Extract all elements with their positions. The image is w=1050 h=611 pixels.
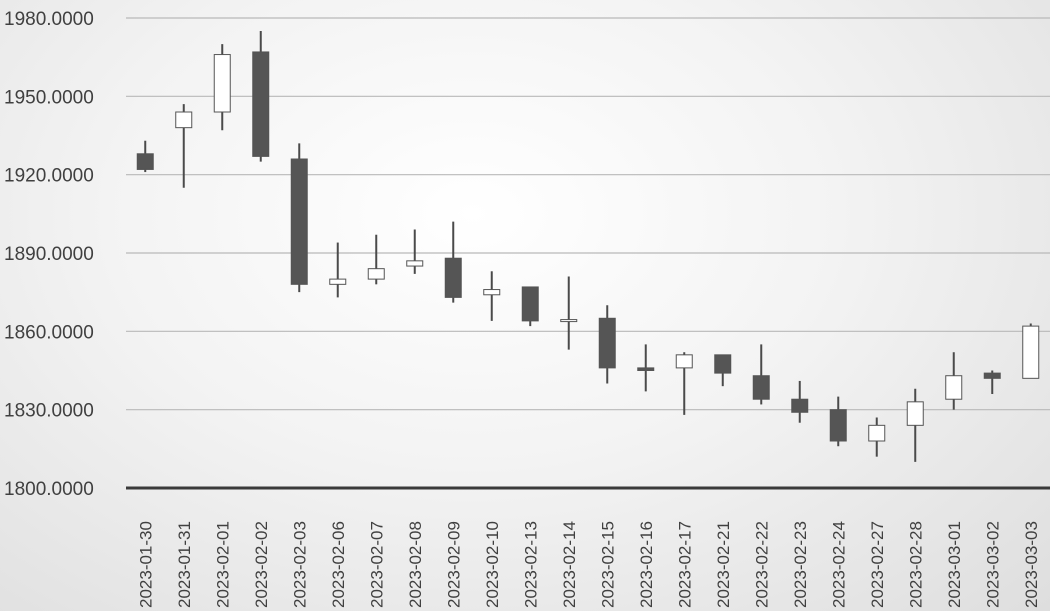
x-tick-label: 2023-02-17 [675, 521, 694, 608]
candle [675, 352, 693, 415]
candle [521, 286, 539, 327]
candle [598, 305, 616, 384]
y-tick-label: 1800.0000 [4, 479, 94, 500]
candle [252, 31, 270, 162]
x-tick-label: 2023-02-24 [829, 521, 848, 608]
candle-body [906, 401, 924, 426]
x-tick-label: 2023-02-09 [444, 521, 463, 608]
candle-body [175, 111, 193, 129]
candle [175, 104, 193, 188]
candle [290, 143, 308, 293]
candle-body [252, 51, 270, 157]
candle [868, 417, 886, 457]
candle-body [791, 398, 809, 413]
candles [136, 31, 1040, 462]
x-tick-label: 2023-02-27 [868, 521, 887, 608]
x-tick-label: 2023-02-14 [560, 521, 579, 608]
candle [367, 234, 385, 285]
x-tick-label: 2023-03-02 [983, 521, 1002, 608]
x-tick-label: 2023-02-28 [906, 521, 925, 608]
candle-body [483, 289, 501, 296]
candle-body [868, 424, 886, 442]
candle [714, 354, 732, 387]
x-tick-label: 2023-02-15 [598, 521, 617, 608]
candle [329, 242, 347, 298]
x-tick-label: 2023-02-23 [791, 521, 810, 608]
candle [406, 229, 424, 274]
candle [483, 271, 501, 321]
candle-body [406, 260, 424, 267]
x-tick-label: 2023-02-16 [637, 521, 656, 608]
candle [791, 380, 809, 423]
x-tick-label: 2023-02-01 [213, 521, 232, 608]
candle-body [367, 268, 385, 280]
candle [906, 388, 924, 462]
y-tick-label: 1860.0000 [4, 322, 94, 343]
x-tick-label: 2023-02-03 [290, 521, 309, 608]
candle-body [637, 367, 655, 371]
y-tick-label: 1950.0000 [4, 87, 94, 108]
x-tick-label: 2023-02-08 [406, 521, 425, 608]
y-tick-label: 1920.0000 [4, 166, 94, 187]
x-tick-label: 2023-01-31 [175, 521, 194, 608]
candle [213, 44, 231, 131]
y-axis-labels: 1800.0000 1830.0000 1860.0000 1890.0000 1920… [4, 9, 94, 500]
candle-body [560, 319, 578, 323]
candle-body [752, 375, 770, 400]
candle [1022, 323, 1040, 379]
candle-body [714, 354, 732, 374]
candle [752, 344, 770, 405]
x-tick-label: 2023-02-10 [483, 521, 502, 608]
y-tick-label: 1980.0000 [4, 9, 94, 30]
candle-body [213, 54, 231, 113]
x-tick-label: 2023-02-06 [329, 521, 348, 608]
x-tick-label: 2023-02-13 [521, 521, 540, 608]
candle [945, 352, 963, 410]
y-tick-label: 1830.0000 [4, 401, 94, 422]
candle [983, 370, 1001, 394]
candle [829, 396, 847, 447]
x-tick-label: 2023-01-30 [136, 521, 155, 608]
candle [136, 140, 154, 173]
candle-body [983, 372, 1001, 379]
candle-body [598, 317, 616, 369]
x-tick-label: 2023-02-22 [752, 521, 771, 608]
candle-body [521, 286, 539, 322]
candle [444, 221, 462, 303]
x-axis-labels: 2023-01-30 2023-01-31 2023-02-01 2023-02-02… [136, 521, 1041, 608]
candle [637, 344, 655, 392]
y-tick-label: 1890.0000 [4, 244, 94, 265]
x-tick-label: 2023-03-03 [1022, 521, 1041, 608]
candle-body [290, 158, 308, 285]
candle-body [444, 257, 462, 298]
x-tick-label: 2023-02-02 [252, 521, 271, 608]
gridlines [126, 17, 1050, 490]
candle-body [329, 278, 347, 285]
candle-body [829, 409, 847, 442]
candle-body [136, 153, 154, 170]
candle-body [675, 354, 693, 369]
x-tick-label: 2023-02-21 [714, 521, 733, 608]
x-tick-label: 2023-02-07 [367, 521, 386, 608]
candle-body [1022, 325, 1040, 379]
candle [560, 276, 578, 350]
candle-body [945, 375, 963, 400]
x-tick-label: 2023-03-01 [945, 521, 964, 608]
